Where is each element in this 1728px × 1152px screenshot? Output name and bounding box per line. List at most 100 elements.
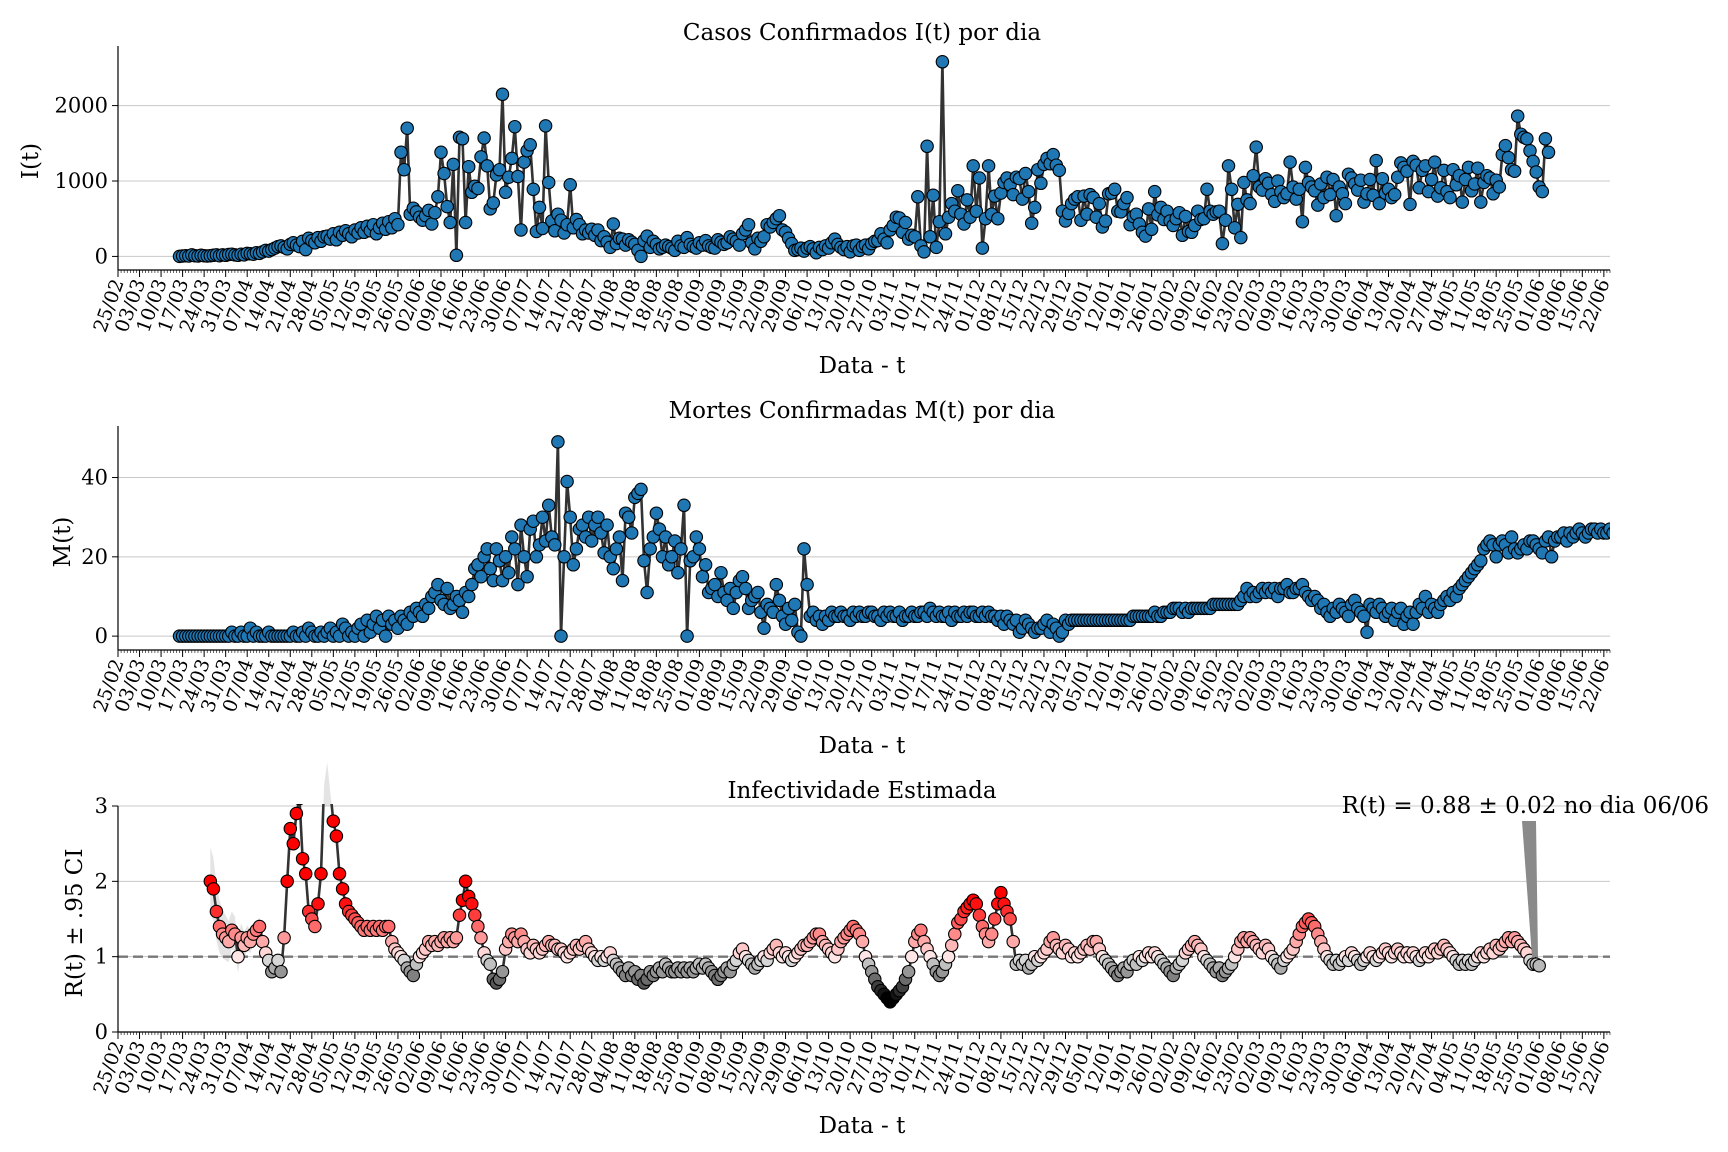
data-point bbox=[437, 166, 451, 181]
data-point bbox=[443, 215, 457, 230]
y-tick-label: 40 bbox=[81, 466, 108, 490]
data-point bbox=[440, 199, 454, 214]
data-point bbox=[1034, 176, 1048, 191]
data-point bbox=[449, 931, 464, 945]
data-point bbox=[255, 934, 270, 949]
data-point bbox=[674, 542, 688, 556]
data-point bbox=[425, 217, 439, 231]
data-point bbox=[1215, 236, 1230, 251]
data-point bbox=[1107, 182, 1122, 197]
y-tick-label: 2000 bbox=[55, 94, 108, 118]
data-point bbox=[689, 530, 704, 544]
data-point bbox=[461, 589, 476, 604]
data-point bbox=[511, 169, 525, 184]
data-point bbox=[517, 550, 531, 564]
data-point bbox=[551, 435, 565, 449]
data-point bbox=[492, 162, 507, 177]
data-point bbox=[1662, 519, 1674, 531]
data-point bbox=[788, 597, 802, 612]
data-point bbox=[634, 482, 648, 497]
data-point bbox=[757, 621, 771, 635]
data-point bbox=[1147, 184, 1162, 199]
deaths-chart-title: Mortes Confirmadas M(t) por dia bbox=[669, 398, 1056, 424]
data-point bbox=[1243, 196, 1257, 211]
data-point bbox=[311, 897, 325, 911]
data-point bbox=[1681, 519, 1693, 531]
data-point bbox=[1024, 216, 1039, 230]
data-point bbox=[1501, 150, 1516, 165]
data-point bbox=[612, 530, 627, 544]
data-point bbox=[495, 964, 510, 979]
data-point bbox=[378, 629, 393, 643]
data-point bbox=[591, 510, 605, 524]
data-point bbox=[1678, 523, 1690, 535]
data-point bbox=[800, 577, 814, 592]
data-point bbox=[914, 923, 928, 938]
data-point bbox=[695, 569, 710, 584]
data-point bbox=[1687, 519, 1699, 531]
data-point bbox=[1295, 214, 1310, 229]
y-tick-label: 3 bbox=[95, 794, 108, 818]
data-point bbox=[1659, 515, 1671, 527]
data-point bbox=[498, 185, 513, 200]
data-point bbox=[252, 919, 267, 934]
cases-panel: Casos Confirmados I(t) por dia 0 1000 2000… bbox=[18, 20, 1615, 379]
data-point bbox=[1619, 523, 1631, 535]
data-point bbox=[664, 550, 679, 564]
data-point bbox=[1625, 523, 1637, 535]
data-point bbox=[1715, 571, 1727, 583]
data-point bbox=[714, 565, 728, 580]
data-point bbox=[431, 190, 445, 204]
data-point bbox=[1298, 160, 1313, 175]
data-point bbox=[434, 145, 448, 160]
data-point bbox=[609, 542, 624, 556]
data-point bbox=[1529, 165, 1543, 179]
data-point bbox=[541, 498, 556, 513]
data-point bbox=[680, 629, 694, 643]
data-point bbox=[495, 87, 510, 102]
data-point bbox=[698, 558, 713, 572]
data-point bbox=[1221, 159, 1236, 173]
data-point bbox=[461, 159, 476, 174]
data-point bbox=[991, 211, 1005, 226]
y-tick-label: 1 bbox=[95, 945, 108, 969]
data-point bbox=[1684, 515, 1696, 527]
data-point bbox=[738, 581, 753, 596]
data-point bbox=[634, 249, 648, 264]
data-point bbox=[535, 510, 550, 524]
data-point bbox=[1178, 209, 1193, 224]
data-point bbox=[975, 241, 990, 255]
data-point bbox=[1705, 519, 1717, 531]
data-point bbox=[972, 171, 987, 185]
data-point bbox=[1006, 934, 1020, 949]
data-point bbox=[1638, 519, 1650, 531]
data-point bbox=[1237, 175, 1251, 190]
data-point bbox=[471, 919, 485, 934]
data-point bbox=[726, 601, 741, 616]
data-point bbox=[1427, 155, 1442, 169]
data-point bbox=[649, 506, 664, 520]
data-point bbox=[505, 151, 519, 166]
rt-y-axis-label: R(t) ± .95 CI bbox=[62, 849, 88, 998]
data-point bbox=[486, 196, 501, 210]
data-point bbox=[1675, 519, 1687, 531]
data-point bbox=[1708, 519, 1720, 531]
data-point bbox=[1641, 519, 1653, 531]
data-point bbox=[394, 145, 408, 160]
data-point bbox=[584, 534, 599, 548]
y-tick-label: 0 bbox=[95, 1020, 108, 1044]
data-point bbox=[1003, 912, 1017, 926]
data-point bbox=[981, 159, 996, 173]
data-point bbox=[855, 934, 870, 949]
data-point bbox=[1672, 515, 1684, 527]
data-point bbox=[1329, 208, 1343, 223]
data-point bbox=[471, 181, 485, 196]
data-point bbox=[1712, 523, 1724, 535]
data-point bbox=[514, 223, 528, 237]
data-point bbox=[440, 581, 454, 596]
data-point bbox=[1535, 184, 1550, 199]
data-point bbox=[541, 175, 556, 190]
data-point bbox=[1616, 543, 1628, 555]
